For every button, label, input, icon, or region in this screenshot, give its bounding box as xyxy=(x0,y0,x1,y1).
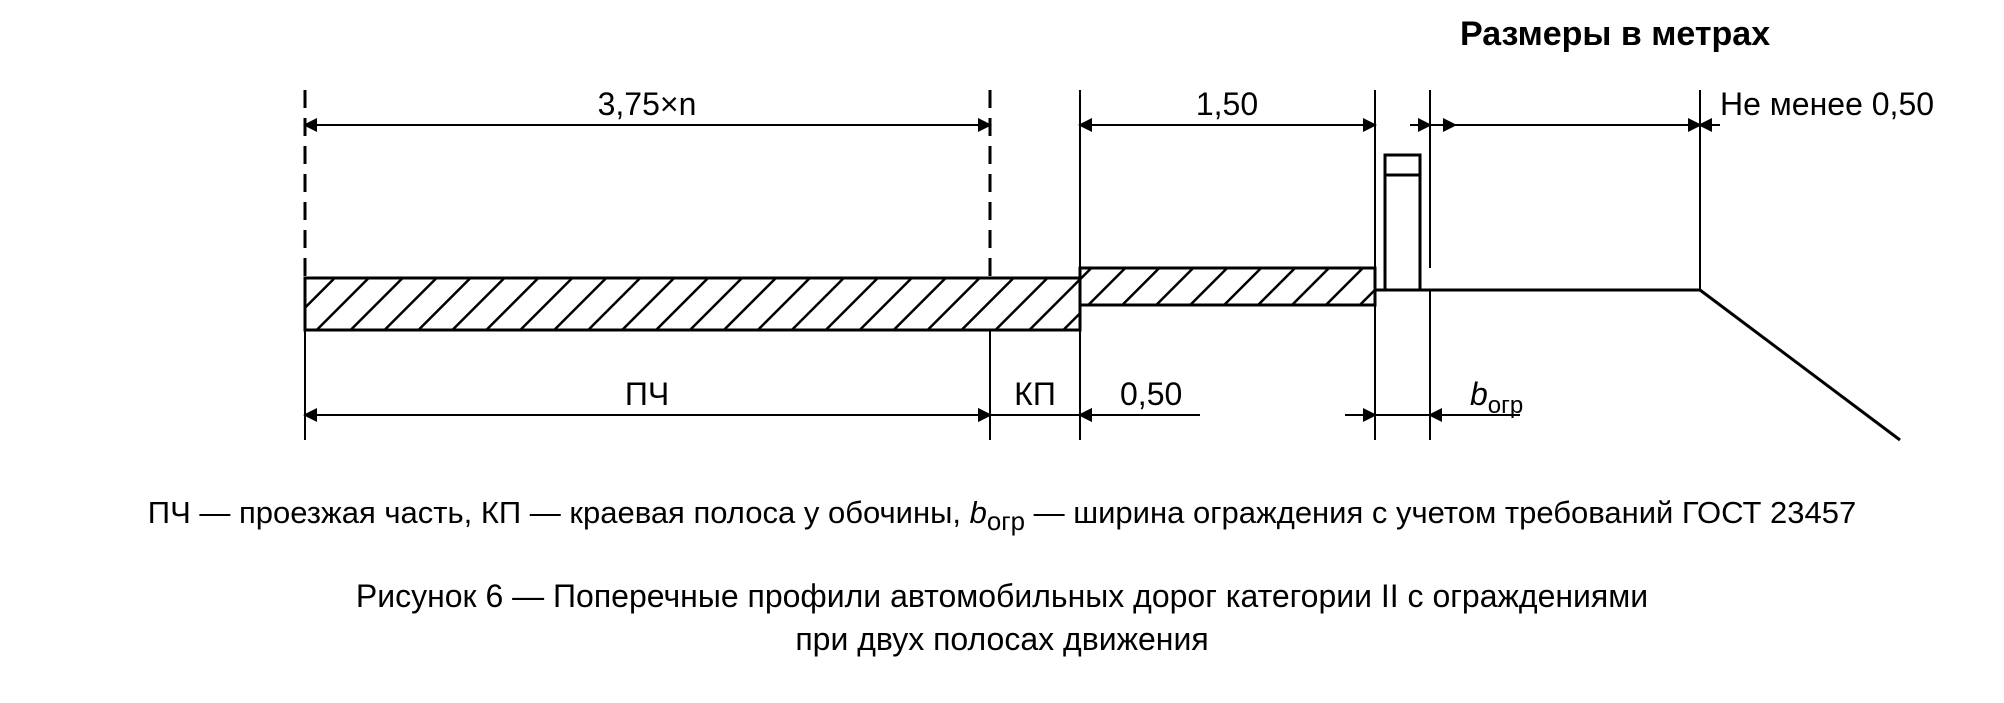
page-container: Размеры в метрах 3,75×n 1,50 Не менее 0,… xyxy=(0,0,2004,703)
slope-line xyxy=(1700,290,1900,440)
slab-shoulder xyxy=(1080,268,1375,305)
legend-content: ПЧ — проезжая часть, КП — краевая полоса… xyxy=(148,495,1856,530)
dim-bot-1: ПЧ xyxy=(625,376,669,412)
legend-text: ПЧ — проезжая часть, КП — краевая полоса… xyxy=(0,495,2004,537)
dim-top-2: 1,50 xyxy=(1196,86,1258,122)
dim-top-1: 3,75×n xyxy=(598,86,697,122)
caption-line-2: при двух полосах движения xyxy=(0,618,2004,661)
dim-bot-4: bогр xyxy=(1470,376,1523,419)
units-label: Размеры в метрах xyxy=(1460,15,1770,53)
figure-caption: Рисунок 6 — Поперечные профили автомобил… xyxy=(0,575,2004,661)
slab-main xyxy=(305,278,1080,330)
caption-line-1: Рисунок 6 — Поперечные профили автомобил… xyxy=(0,575,2004,618)
dim-bot-3: 0,50 xyxy=(1120,376,1182,412)
dim-top-3: Не менее 0,50 xyxy=(1720,86,1934,122)
dim-bot-2: КП xyxy=(1014,376,1056,412)
